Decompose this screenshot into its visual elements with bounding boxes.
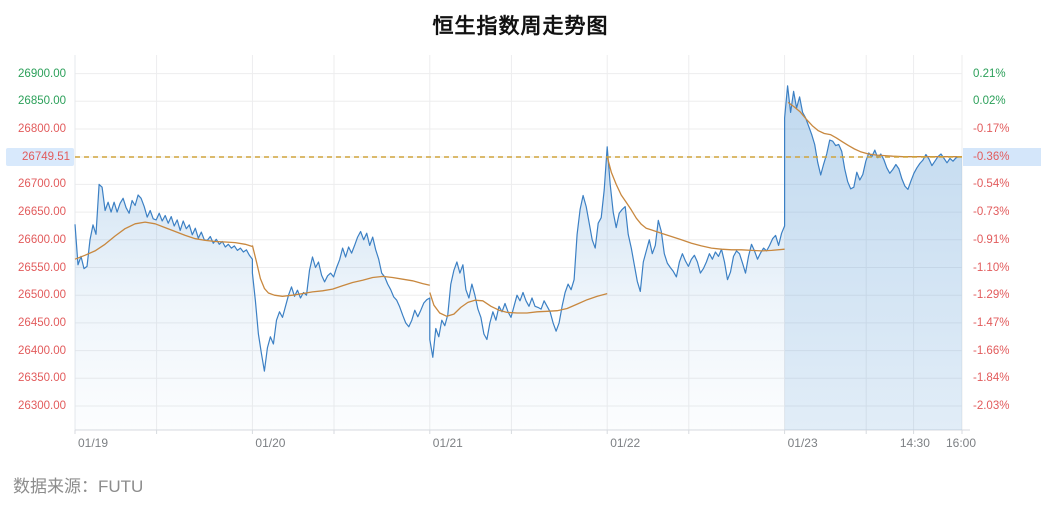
avg-price-polyline — [251, 245, 430, 297]
y-axis-percent-tick: -1.10% — [973, 261, 1010, 274]
y-axis-price-tick: 26500.00 — [18, 289, 66, 302]
y-axis-percent-tick: -0.17% — [973, 123, 1010, 136]
y-axis-percent-tick: -1.47% — [973, 316, 1010, 329]
y-axis-percent-tick: 0.02% — [973, 95, 1006, 108]
x-axis-date-tick: 01/23 — [787, 436, 818, 450]
y-axis-price-tick: 26800.00 — [18, 123, 66, 136]
y-axis-price-tick: 26700.00 — [18, 178, 66, 191]
y-axis-percent-tick: -1.84% — [973, 372, 1010, 385]
y-axis-percent-tick: -1.66% — [973, 344, 1010, 357]
last-change-pct-chip: -0.36% — [963, 148, 1041, 166]
x-axis-date-tick: 01/20 — [255, 436, 286, 450]
y-axis-price-tick: 26600.00 — [18, 233, 66, 246]
last-price-label-chip: 26749.51 — [6, 148, 74, 166]
y-axis-percent-tick: 0.21% — [973, 67, 1006, 80]
y-axis-percent-tick: -0.54% — [973, 178, 1010, 191]
index-price-polyline — [74, 85, 962, 372]
avg-price-polyline — [429, 292, 608, 317]
price-area-fill — [75, 85, 962, 431]
data-source-note: 数据来源：FUTU — [13, 477, 144, 496]
y-axis-percent-tick: -1.29% — [973, 289, 1010, 302]
y-axis-price-tick: 26850.00 — [18, 95, 66, 108]
y-axis-percent-tick: -0.91% — [973, 233, 1010, 246]
x-axis-date-tick: 01/21 — [432, 436, 463, 450]
y-axis-price-tick: 26650.00 — [18, 206, 66, 219]
y-axis-percent-tick: -2.03% — [973, 400, 1010, 413]
x-axis-time-tick: 16:00 — [946, 436, 977, 450]
y-axis-price-tick: 26400.00 — [18, 344, 66, 357]
chart-title: 恒生指数周走势图 — [432, 15, 609, 38]
x-axis-date-tick: 01/19 — [78, 436, 109, 450]
avg-price-polyline — [74, 221, 253, 260]
x-axis-time-tick: 14:30 — [899, 436, 930, 450]
area-fill-current-day — [784, 85, 962, 431]
y-axis-price-tick: 26900.00 — [18, 67, 66, 80]
x-axis-date-tick: 01/22 — [610, 436, 641, 450]
y-axis-price-tick: 26350.00 — [18, 372, 66, 385]
avg-price-polyline — [606, 156, 785, 252]
price-line — [74, 85, 962, 372]
y-axis-price-tick: 26550.00 — [18, 261, 66, 274]
area-fill-past-days — [75, 146, 785, 431]
y-axis-percent-tick: -0.73% — [973, 206, 1010, 219]
y-axis-price-tick: 26450.00 — [18, 316, 66, 329]
y-axis-price-tick: 26300.00 — [18, 400, 66, 413]
